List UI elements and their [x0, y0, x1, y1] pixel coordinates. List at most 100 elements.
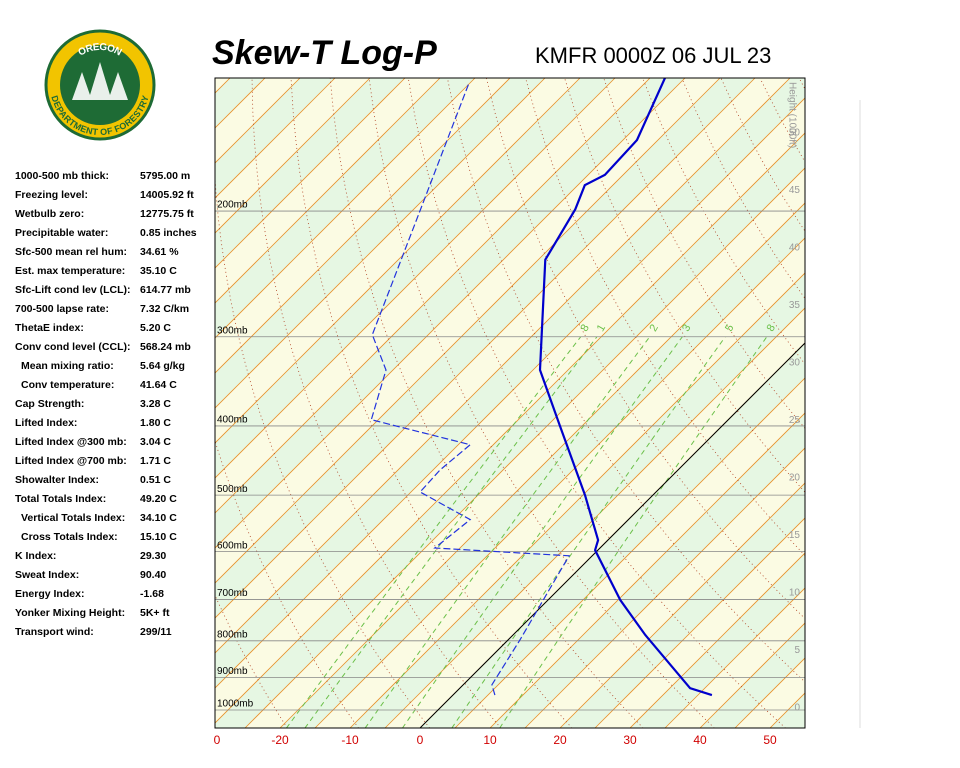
isotherm: [559, 482, 805, 728]
stat-value: 299/11: [140, 626, 172, 638]
isotherm: [489, 412, 805, 728]
labels: 8 1 2 3 5 8200mb300mb400mb500mb600mb700mb800m…: [214, 82, 801, 747]
isotherm: [215, 132, 805, 724]
height-tick-label: 35: [789, 300, 801, 311]
dry-adiabat: [838, 78, 960, 729]
mixing-ratio-line: [499, 336, 768, 728]
isotherm: [215, 78, 686, 549]
stat-value: 5795.00 m: [140, 170, 190, 182]
stat-value: 7.32 C/km: [140, 303, 189, 315]
stat-value: 12775.75 ft: [140, 208, 194, 220]
background: [215, 78, 960, 729]
band: [805, 78, 960, 728]
mixing-ratio-line: [364, 336, 651, 728]
frame: [214, 77, 806, 729]
height-tick-label: 5: [794, 645, 800, 656]
subtitle: KMFR 0000Z 06 JUL 23: [535, 43, 771, 68]
pressure-label: 600mb: [217, 540, 248, 551]
stat-value: 0.51 C: [140, 474, 171, 486]
stat-label: Cross Totals Index:: [21, 531, 118, 543]
isotherm: [215, 78, 616, 479]
isotherm: [349, 272, 805, 728]
mixing-ratio-label: 8: [765, 322, 778, 333]
isotherm: [215, 78, 406, 269]
height-tick-label: 15: [789, 530, 801, 541]
stat-value: 0.85 inches: [140, 227, 197, 239]
stat-label: 1000-500 mb thick:: [15, 170, 109, 182]
stat-label: Conv temperature:: [21, 379, 114, 391]
pressure-label: 1000mb: [217, 699, 254, 710]
band: [215, 78, 805, 688]
stat-value: 29.30: [140, 550, 166, 562]
isotherm: [384, 307, 805, 728]
isotherm: [454, 377, 805, 728]
stat-label: 700-500 lapse rate:: [15, 303, 109, 315]
isotherm: [664, 587, 805, 728]
x-tick-label: -20: [271, 733, 289, 747]
height-tick-label: 10: [789, 588, 801, 599]
stat-label: Cap Strength:: [15, 398, 84, 410]
x-tick-label: 50: [763, 733, 777, 747]
height-tick-label: 25: [789, 415, 801, 426]
dry-adiabat: [368, 78, 715, 728]
dry-adiabat: [798, 78, 805, 90]
dewpoint-line: [370, 84, 571, 696]
stat-label: Transport wind:: [15, 626, 94, 638]
stat-label: Freezing level:: [15, 189, 88, 201]
pressure-label: 800mb: [217, 629, 248, 640]
isotherm: [594, 517, 805, 728]
pressure-label: 700mb: [217, 588, 248, 599]
stat-label: Sfc-500 mean rel hum:: [15, 246, 127, 258]
isotherm: [215, 78, 441, 304]
stat-value: 568.24 mb: [140, 341, 191, 353]
height-tick-label: 40: [789, 243, 801, 254]
stat-value: 49.20 C: [140, 493, 177, 505]
x-tick-label: 20: [553, 733, 567, 747]
mixing-ratio-label: 5: [723, 322, 736, 333]
stat-value: 14005.92 ft: [140, 189, 194, 201]
stat-value: 90.40: [140, 569, 166, 581]
dry-adiabat: [290, 78, 573, 728]
pressure-label: 400mb: [217, 415, 248, 426]
stat-value: 34.61 %: [140, 246, 179, 258]
stat-value: 3.28 C: [140, 398, 171, 410]
stat-label: Sfc-Lift cond lev (LCL):: [15, 284, 131, 296]
stat-value: 35.10 C: [140, 265, 177, 277]
zero-isotherm: [419, 342, 805, 728]
mixing-ratio-label: 8: [578, 322, 591, 333]
x-tick-label: 10: [483, 733, 497, 747]
isotherm: [629, 552, 805, 728]
height-axis-label: Height (1000ft): [786, 82, 797, 148]
stat-value: 5K+ ft: [140, 607, 170, 619]
mixing-ratio-line: [401, 336, 683, 728]
dry-adiabat: [525, 78, 805, 557]
height-tick-label: 45: [789, 185, 801, 196]
title: Skew-T Log-P: [212, 34, 437, 72]
dry-adiabat: [955, 78, 960, 729]
stat-value: 5.64 g/kg: [140, 360, 185, 372]
mixing-ratio-line: [451, 336, 726, 728]
dry-adiabat: [877, 78, 960, 729]
band: [215, 133, 805, 728]
stat-value: -1.68: [140, 588, 164, 600]
isotherm: [314, 237, 805, 728]
x-tick-label: 0: [214, 733, 221, 747]
stat-label: Total Totals Index:: [15, 493, 106, 505]
mixing-ratio-label: 2: [647, 322, 660, 333]
height-tick-label: 50: [789, 128, 801, 139]
stat-label: Energy Index:: [15, 588, 84, 600]
stat-value: 3.04 C: [140, 436, 171, 448]
pressure-label: 500mb: [217, 484, 248, 495]
band: [215, 98, 805, 723]
dry-adiabat: [916, 78, 960, 729]
logo-top: OREGON: [76, 41, 123, 58]
stat-value: 1.71 C: [140, 455, 171, 467]
stat-label: Mean mixing ratio:: [21, 360, 114, 372]
isotherm: [279, 202, 805, 728]
isotherm: [804, 727, 805, 728]
stat-value: 15.10 C: [140, 531, 177, 543]
pressure-label: 200mb: [217, 200, 248, 211]
stat-value: 614.77 mb: [140, 284, 191, 296]
x-tick-label: 40: [693, 733, 707, 747]
